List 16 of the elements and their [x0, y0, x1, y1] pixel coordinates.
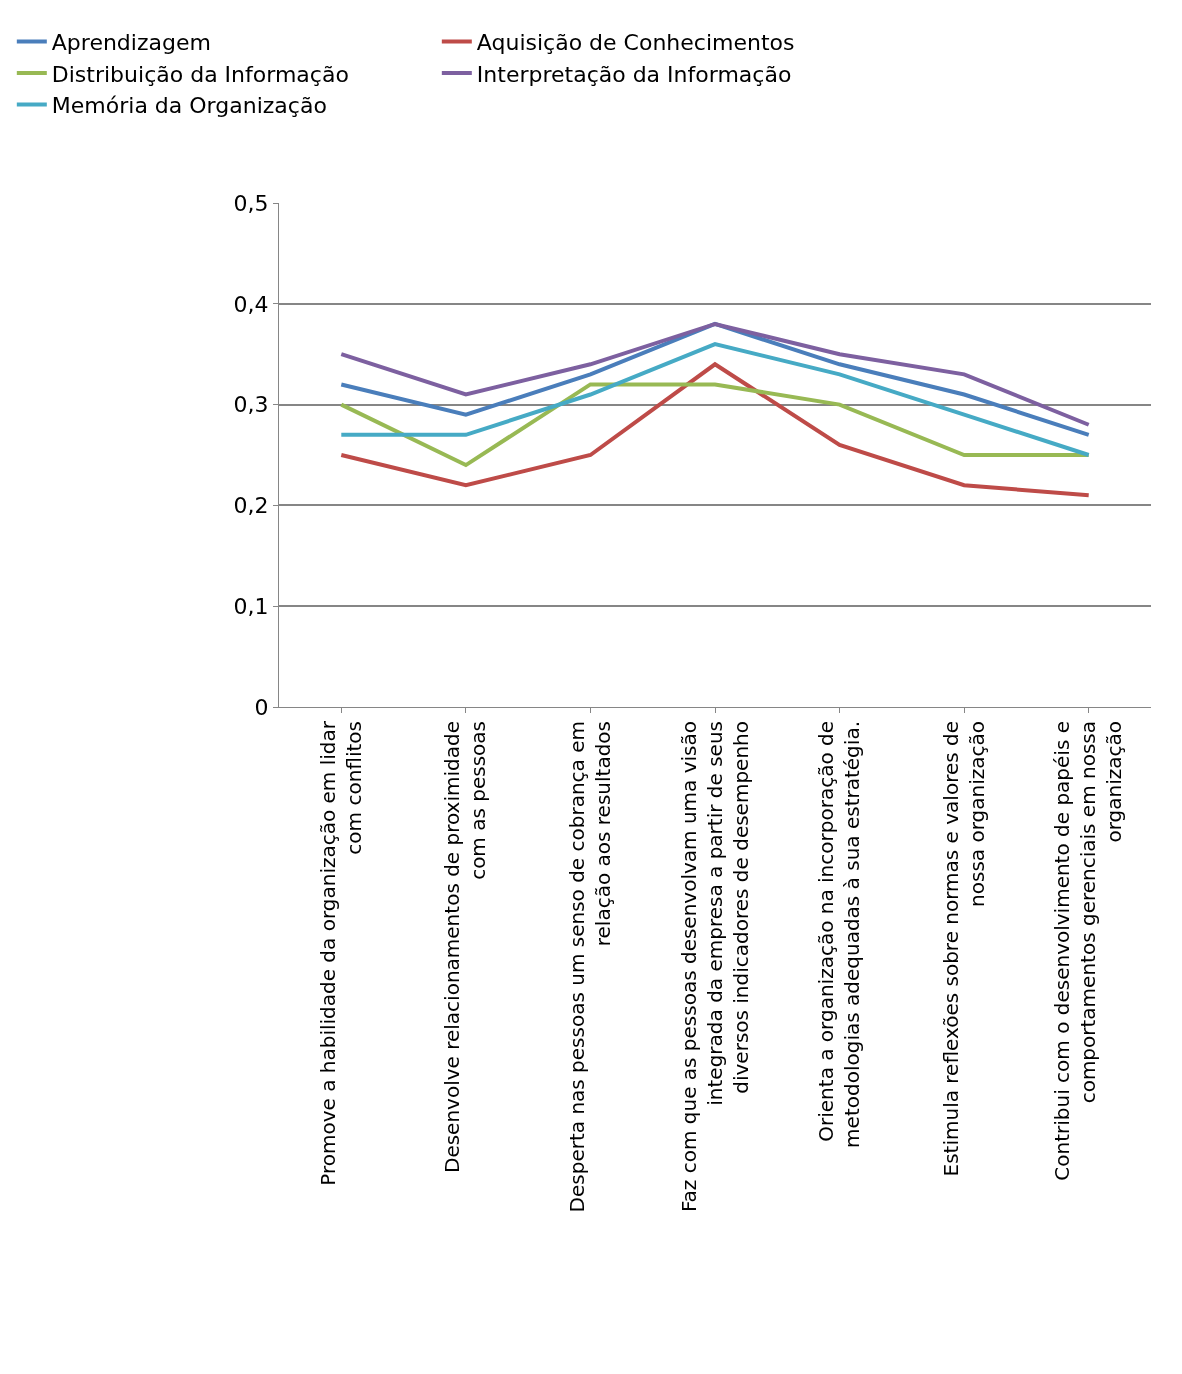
legend-label: Aquisição de Conhecimentos	[476, 29, 795, 55]
legend-label: Aprendizagem	[51, 29, 211, 55]
legend-label: Interpretação da Informação	[476, 61, 792, 87]
y-tick-label: 0,5	[233, 190, 269, 216]
legend-label: Distribuição da Informação	[51, 61, 349, 87]
y-tick-label: 0,3	[233, 392, 269, 418]
line-series	[339, 362, 1091, 498]
line-series	[339, 342, 1091, 457]
line-series	[339, 382, 1091, 468]
y-tick-label: 0,2	[233, 493, 269, 519]
y-tick-label: 0	[254, 694, 269, 720]
y-tick-label: 0,4	[233, 291, 269, 317]
legend-label: Memória da Organização	[51, 93, 327, 119]
x-tick-label: Orienta a organização na incorporação de metodologias adequadas à sua estratégia.	[814, 721, 865, 1148]
y-tick-label: 0,1	[233, 593, 269, 619]
x-tick-label: Promove a habilidade da organização em lidar com conflitos	[315, 720, 366, 1186]
